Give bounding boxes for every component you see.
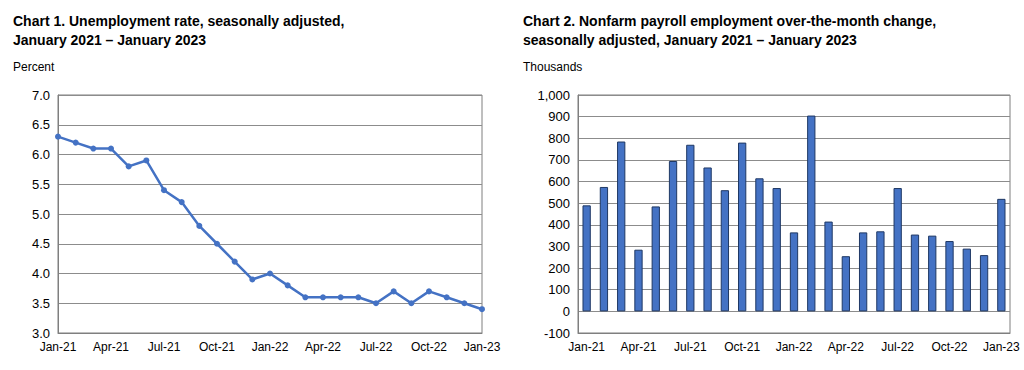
svg-text:200: 200 <box>548 261 570 276</box>
svg-text:Jul-21: Jul-21 <box>148 340 181 354</box>
svg-text:Jul-22: Jul-22 <box>360 340 393 354</box>
svg-text:6.0: 6.0 <box>32 147 50 162</box>
svg-text:800: 800 <box>548 131 570 146</box>
svg-text:Oct-22: Oct-22 <box>932 340 968 354</box>
svg-text:-100: -100 <box>544 326 570 341</box>
svg-text:Apr-21: Apr-21 <box>620 340 656 354</box>
svg-text:Thousands: Thousands <box>523 60 582 74</box>
svg-text:Chart 1. Unemployment rate, se: Chart 1. Unemployment rate, seasonally a… <box>13 13 344 29</box>
svg-text:4.0: 4.0 <box>32 266 50 281</box>
svg-text:100: 100 <box>548 282 570 297</box>
svg-text:600: 600 <box>548 174 570 189</box>
svg-text:Jan-23: Jan-23 <box>983 340 1020 354</box>
svg-text:4.5: 4.5 <box>32 236 50 251</box>
svg-text:Apr-21: Apr-21 <box>93 340 129 354</box>
svg-text:seasonally adjusted, January 2: seasonally adjusted, January 2021 – Janu… <box>523 32 857 48</box>
svg-text:900: 900 <box>548 109 570 124</box>
svg-text:0: 0 <box>563 304 570 319</box>
svg-text:Jul-22: Jul-22 <box>881 340 914 354</box>
svg-text:Jan-22: Jan-22 <box>252 340 289 354</box>
svg-text:Jan-21: Jan-21 <box>40 340 77 354</box>
svg-text:700: 700 <box>548 152 570 167</box>
svg-text:Apr-22: Apr-22 <box>305 340 341 354</box>
svg-text:Jan-22: Jan-22 <box>776 340 813 354</box>
svg-text:1,000: 1,000 <box>537 88 570 103</box>
svg-text:January 2021 – January 2023: January 2021 – January 2023 <box>13 32 206 48</box>
svg-text:Oct-21: Oct-21 <box>199 340 235 354</box>
svg-text:400: 400 <box>548 217 570 232</box>
svg-text:Jan-21: Jan-21 <box>568 340 605 354</box>
svg-text:Percent: Percent <box>13 60 55 74</box>
svg-text:Jul-21: Jul-21 <box>674 340 707 354</box>
svg-text:5.5: 5.5 <box>32 177 50 192</box>
svg-text:3.0: 3.0 <box>32 326 50 341</box>
svg-text:7.0: 7.0 <box>32 88 50 103</box>
svg-text:Oct-22: Oct-22 <box>411 340 447 354</box>
svg-text:5.0: 5.0 <box>32 207 50 222</box>
svg-text:Oct-21: Oct-21 <box>724 340 760 354</box>
svg-text:Jan-23: Jan-23 <box>464 340 501 354</box>
svg-text:3.5: 3.5 <box>32 296 50 311</box>
svg-text:Apr-22: Apr-22 <box>828 340 864 354</box>
svg-text:Chart 2. Nonfarm payroll emplo: Chart 2. Nonfarm payroll employment over… <box>523 13 936 29</box>
svg-text:6.5: 6.5 <box>32 117 50 132</box>
svg-text:300: 300 <box>548 239 570 254</box>
svg-text:500: 500 <box>548 196 570 211</box>
